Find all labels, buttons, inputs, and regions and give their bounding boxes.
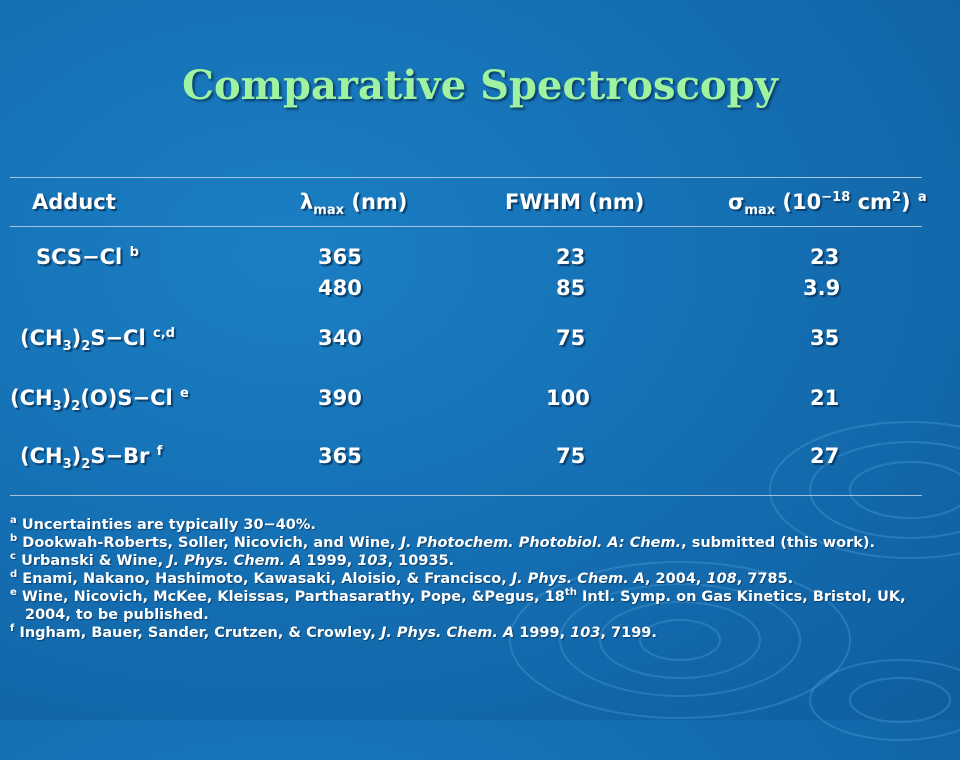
header-adduct: Adduct (32, 190, 116, 214)
table-top-rule (10, 177, 922, 178)
footnote-a: a Uncertainties are typically 30−40%. (10, 515, 316, 533)
table-row-lambda: 340 (318, 326, 362, 350)
footnote-e: e Wine, Nicovich, McKee, Kleissas, Parth… (10, 587, 906, 623)
table-row-adduct: (CH3)2S−Cl c,d (20, 326, 175, 355)
table-bottom-rule (10, 495, 922, 496)
table-row-sigma: 23 (810, 245, 840, 269)
table-row-fwhm: 85 (556, 276, 586, 300)
table-row-fwhm: 100 (546, 386, 590, 410)
header-sigma-max: σmax (10−18 cm2) a (728, 190, 927, 219)
footnote-f: f Ingham, Bauer, Sander, Crutzen, & Crow… (10, 623, 657, 641)
table-row-sigma: 21 (810, 386, 840, 410)
footnote-d: d Enami, Nakano, Hashimoto, Kawasaki, Al… (10, 569, 794, 587)
table-row-fwhm: 75 (556, 444, 586, 468)
table-row-adduct: (CH3)2(O)S−Cl e (10, 386, 189, 415)
ripple-decoration (509, 421, 960, 741)
table-row-sigma: 27 (810, 444, 840, 468)
header-lambda-max: λmax (nm) (300, 190, 408, 219)
table-header-rule (10, 226, 922, 227)
footnotes: a Uncertainties are typically 30−40%. b … (10, 516, 950, 642)
page-title: Comparative Spectroscopy (182, 62, 778, 109)
table-row-lambda: 480 (318, 276, 362, 300)
table-row-fwhm: 23 (556, 245, 586, 269)
table-row-lambda: 390 (318, 386, 362, 410)
table-row-adduct: (CH3)2S−Br f (20, 444, 163, 473)
header-fwhm: FWHM (nm) (505, 190, 645, 214)
footnote-c: c Urbanski & Wine, J. Phys. Chem. A 1999… (10, 551, 455, 569)
table-row-sigma: 3.9 (803, 276, 841, 300)
table-row-lambda: 365 (318, 444, 362, 468)
table-row-adduct: SCS−Cl b (36, 245, 139, 269)
table-row-lambda: 365 (318, 245, 362, 269)
table-row-sigma: 35 (810, 326, 840, 350)
table-row-fwhm: 75 (556, 326, 586, 350)
footnote-b: b Dookwah-Roberts, Soller, Nicovich, and… (10, 533, 876, 551)
